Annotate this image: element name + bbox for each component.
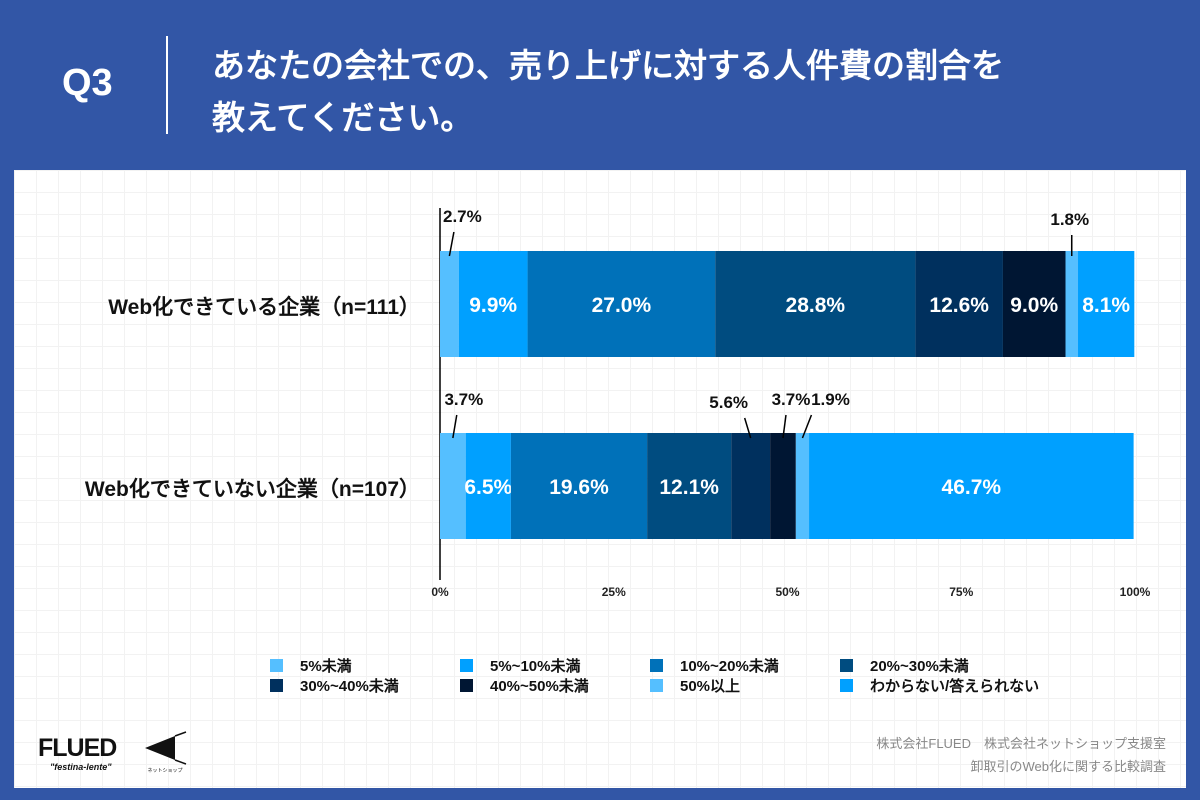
legend-label: 20%~30%未満 [870, 658, 969, 675]
x-tick-label: 50% [775, 585, 799, 599]
flued-logo: FLUED [38, 734, 117, 762]
bar-segment [715, 251, 916, 357]
legend-item: わからない/答えられない [840, 676, 1040, 695]
data-label: 3.7% [772, 390, 811, 409]
bar-segment [510, 433, 648, 539]
bar-segment [795, 433, 810, 539]
legend-swatch [840, 679, 853, 692]
data-label: 1.8% [1050, 210, 1089, 229]
bar-segment [527, 251, 716, 357]
netshop-logo: ネットショップ [145, 731, 187, 774]
legend-item: 5%~10%未満 [460, 656, 650, 675]
credit-survey: 卸取引のWeb化に関する比較調査 [970, 759, 1167, 774]
x-tick-label: 0% [431, 585, 449, 599]
question-number: Q3 [62, 62, 113, 104]
bar-segment [1002, 251, 1066, 357]
credit-companies: 株式会社FLUED 株式会社ネットショップ支援室 [876, 736, 1166, 751]
bar-segment [770, 433, 796, 539]
legend-label: 50%以上 [680, 678, 741, 695]
legend-swatch [460, 659, 473, 672]
flued-tagline: "festina-lente" [50, 762, 112, 772]
page-title: あなたの会社での、売り上げに対する人件費の割合を 教えてください。 [212, 40, 1112, 144]
x-tick-label: 75% [949, 585, 973, 599]
bar-segment [1078, 251, 1135, 357]
legend-item: 40%~50%未満 [460, 676, 650, 695]
data-label: 12.1% [659, 476, 719, 499]
legend: 5%未満 5%~10%未満 10%~20%未満 20%~30%未満 30%~40%未満 4… [270, 656, 1040, 695]
data-label: 27.0% [592, 294, 652, 317]
data-label: 12.6% [929, 294, 989, 317]
category-label-web: Web化できている企業（n=111） [108, 296, 420, 319]
legend-swatch [650, 679, 663, 692]
data-label: 2.7% [443, 207, 482, 226]
legend-label: わからない/答えられない [870, 678, 1040, 695]
data-label: 8.1% [1082, 294, 1130, 317]
bar-segment [809, 433, 1134, 539]
legend-label: 10%~20%未満 [680, 658, 779, 675]
callout-line [452, 414, 458, 439]
title-line-1: あなたの会社での、売り上げに対する人件費の割合を [212, 47, 1004, 84]
data-label: 1.9% [811, 390, 850, 409]
legend-swatch [460, 679, 473, 692]
callout-line [448, 231, 455, 257]
data-label: 6.5% [464, 476, 512, 499]
legend-swatch [840, 659, 853, 672]
svg-text:ネットショップ: ネットショップ [147, 768, 182, 774]
legend-item: 10%~20%未満 [650, 656, 840, 675]
legend-swatch [270, 659, 283, 672]
data-label: 28.8% [786, 294, 846, 317]
bar-segment [440, 433, 466, 539]
callout-line [782, 414, 787, 439]
legend-label: 30%~40%未満 [300, 678, 399, 695]
data-label: 5.6% [709, 393, 748, 412]
bar-segment [731, 433, 771, 539]
bar-segment [1065, 251, 1079, 357]
data-label: 46.7% [942, 476, 1002, 499]
x-tick-label: 25% [602, 585, 626, 599]
bar-segment [465, 433, 511, 539]
legend-label: 5%~10%未満 [490, 658, 581, 675]
legend-label: 5%未満 [300, 658, 352, 675]
title-line-2: 教えてください。 [212, 99, 474, 136]
legend-item: 5%未満 [270, 656, 460, 675]
legend-item: 50%以上 [650, 676, 840, 695]
legend-label: 40%~50%未満 [490, 678, 589, 695]
category-label-non-web: Web化できていない企業（n=107） [84, 478, 420, 501]
legend-swatch [270, 679, 283, 692]
legend-item: 30%~40%未満 [270, 676, 460, 695]
data-label: 19.6% [549, 476, 609, 499]
callout-line [743, 417, 752, 439]
data-label: 3.7% [444, 390, 483, 409]
legend-item: 20%~30%未満 [840, 656, 1040, 675]
data-label: 9.0% [1010, 294, 1058, 317]
divider [166, 36, 168, 134]
bar-segment [458, 251, 528, 357]
data-label: 9.9% [469, 294, 517, 317]
bar-segment [647, 433, 732, 539]
bar-segment [915, 251, 1003, 357]
x-tick-label: 100% [1120, 585, 1151, 599]
legend-swatch [650, 659, 663, 672]
callout-line [801, 414, 813, 439]
bar-segment [440, 251, 459, 357]
